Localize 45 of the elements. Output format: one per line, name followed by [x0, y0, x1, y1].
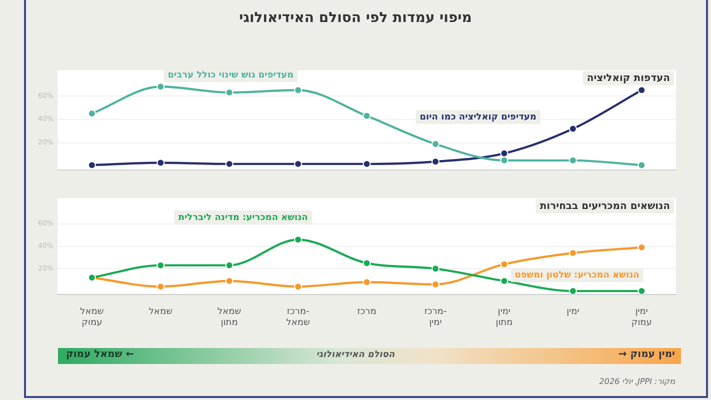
point: [156, 261, 165, 270]
text: מקור: JPPI, יולי 2026: [599, 377, 675, 386]
point: [362, 259, 371, 268]
point: [638, 243, 646, 252]
chart-title: הנושאים המכריעים בבחירות: [540, 200, 670, 212]
point: [156, 158, 165, 167]
series-label: מעדיפים גוש שינוי כולל ערבים: [168, 70, 294, 81]
point: [88, 161, 96, 170]
x-tick-label: שמאל עמוק: [80, 307, 104, 328]
point: [294, 236, 302, 244]
point: [500, 149, 508, 158]
point: [638, 161, 646, 170]
point: [431, 264, 440, 273]
x-tick-label: מרכז: [357, 307, 376, 318]
series-label: הנושא המכריע: מדינה ליברלית: [178, 212, 308, 223]
text: הסולם האידיאולוגי: [316, 350, 395, 360]
point: [431, 158, 440, 166]
x-tick-label: מרכז-שמאל: [286, 307, 310, 328]
x-tick-label: שמאל: [148, 307, 172, 318]
point: [156, 82, 165, 91]
point: [294, 86, 302, 94]
x-tick-label: ימין: [566, 307, 580, 318]
x-tick-label: ימין עמוק: [631, 307, 652, 328]
point: [225, 261, 234, 270]
chart-subtitle: העדפות קואליציה: [586, 72, 670, 84]
text: ← שמאל עמוק: [66, 349, 134, 360]
x-tick-label: שמאל מתון: [218, 307, 242, 328]
series-label: הנושא המכריע: שלטון ומשפט: [514, 270, 640, 281]
point: [568, 124, 577, 133]
text: מעדיפים קואליציה כמו היום: [420, 112, 536, 122]
point: [500, 260, 508, 268]
point: [431, 280, 440, 288]
point: [156, 282, 165, 291]
text: ימין עמוק →: [618, 349, 675, 360]
point: [362, 112, 371, 120]
chart-title: מיפוי עמדות לפי הסולם האידיאולוגי: [238, 10, 473, 26]
point: [568, 287, 577, 294]
point: [500, 156, 508, 164]
point: [638, 86, 646, 94]
x-tick-label: ימין מתון: [496, 307, 513, 328]
point: [638, 287, 646, 294]
point: [568, 156, 577, 164]
point: [362, 278, 371, 286]
point: [294, 282, 302, 291]
x-tick-label: מרכז-ימין: [424, 307, 447, 328]
